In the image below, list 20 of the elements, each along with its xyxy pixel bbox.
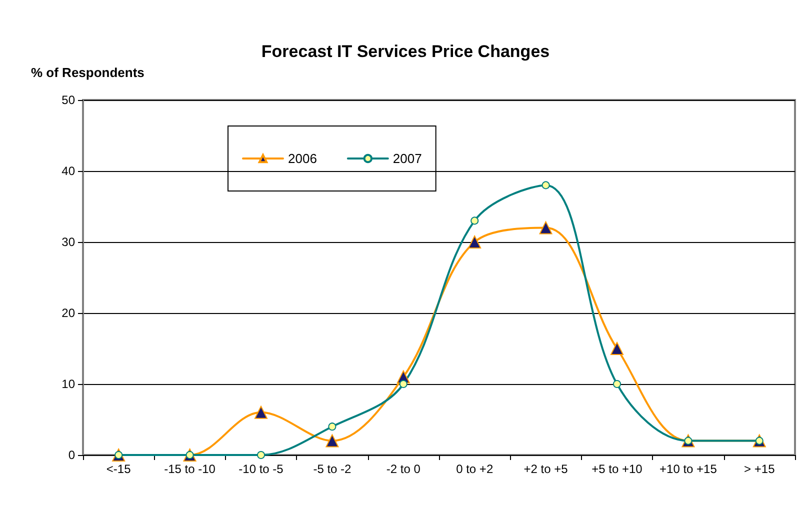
legend-label: 2007 <box>392 151 422 166</box>
y-tick-label: 40 <box>62 164 76 178</box>
x-tick-label: -5 to -2 <box>313 462 352 476</box>
chart-title: Forecast IT Services Price Changes <box>261 42 550 61</box>
x-tick-label: +10 to +15 <box>660 462 718 476</box>
x-tick-label: > +15 <box>744 462 776 476</box>
x-tick-label: -10 to -5 <box>238 462 284 476</box>
x-tick-label: -15 to -10 <box>164 462 216 476</box>
y-axis-title: % of Respondents <box>31 65 144 80</box>
x-tick-label: +5 to +10 <box>592 462 643 476</box>
y-tick-label: 20 <box>62 306 76 320</box>
y-tick-label: 50 <box>62 93 76 107</box>
x-tick-label: <-15 <box>106 462 132 476</box>
x-tick-label: +2 to +5 <box>524 462 568 476</box>
x-tick-label: -2 to 0 <box>386 462 421 476</box>
y-tick-label: 30 <box>62 235 76 249</box>
y-tick-label: 10 <box>62 377 76 391</box>
x-tick-label: 0 to +2 <box>456 462 494 476</box>
legend-label: 2006 <box>288 151 317 166</box>
y-tick-label: 0 <box>68 448 76 462</box>
